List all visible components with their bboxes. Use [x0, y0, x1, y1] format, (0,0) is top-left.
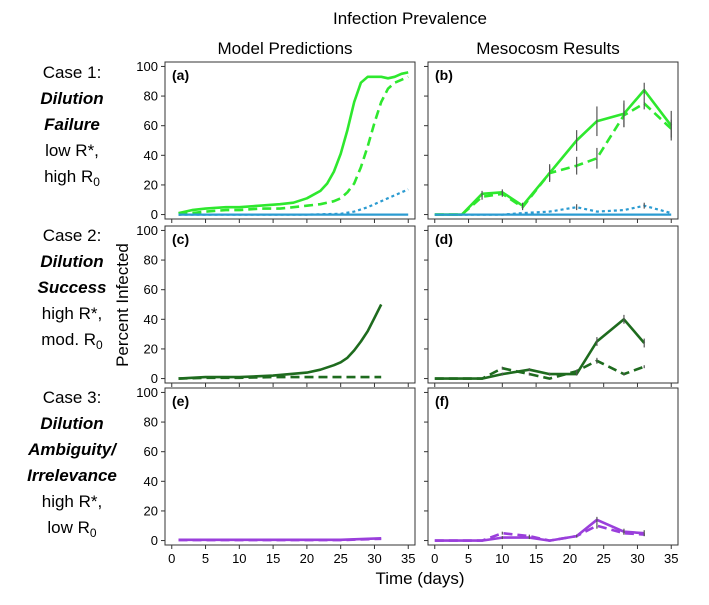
series-line [178, 75, 409, 216]
x-tick-label: 0 [168, 551, 175, 566]
case-r0-subscript: 0 [93, 175, 100, 189]
series-line [178, 303, 383, 380]
case-r-star: high R*, [42, 492, 102, 511]
series-line [434, 524, 645, 542]
case-1-label: Case 1: Dilution Failure low R*, high R0 [40, 63, 103, 189]
x-tick-label: 20 [563, 551, 577, 566]
y-tick-label: 0 [151, 371, 158, 386]
y-tick-label: 20 [144, 341, 158, 356]
y-axis-label: Percent Infected [113, 243, 132, 367]
panel-b: (b) [424, 61, 679, 223]
y-tick-label: 40 [144, 312, 158, 327]
column-title-mesocosm: Mesocosm Results [476, 39, 620, 58]
y-tick-label: 80 [144, 415, 158, 430]
case-r0-text: high R [44, 167, 93, 186]
case-r0-text: mod. R [41, 330, 96, 349]
y-tick-label: 80 [144, 89, 158, 104]
series-line [434, 204, 672, 216]
series-line [178, 537, 382, 542]
case-name-line: Dilution [40, 89, 103, 108]
case-title: Case 2: [43, 226, 102, 245]
series-line [178, 375, 382, 380]
case-r0: low R0 [47, 518, 97, 540]
x-tick-label: 15 [529, 551, 543, 566]
x-tick-label: 0 [431, 551, 438, 566]
x-tick-label: 5 [465, 551, 472, 566]
case-2-label: Case 2: Dilution Success high R*, mod. R0 [38, 226, 107, 352]
y-tick-label: 0 [151, 207, 158, 222]
y-tick-label: 20 [144, 503, 158, 518]
panel-label: (a) [172, 67, 189, 83]
x-tick-label: 10 [232, 551, 246, 566]
case-3-label: Case 3: Dilution Ambiguity/Irrelevance high… [27, 388, 118, 540]
y-tick-label: 80 [144, 253, 158, 268]
panel-label: (d) [435, 231, 453, 247]
panel-frame [427, 225, 679, 384]
panel-frame [164, 387, 416, 546]
case-title: Case 3: [43, 388, 102, 407]
case-name-line: Irrelevance [27, 466, 117, 485]
panel-frame [427, 387, 679, 546]
y-tick-label: 40 [144, 148, 158, 163]
case-name-line: Failure [44, 115, 100, 134]
x-tick-label: 25 [596, 551, 610, 566]
y-tick-label: 20 [144, 177, 158, 192]
panel-frame [427, 61, 679, 220]
y-tick-label: 60 [144, 282, 158, 297]
x-tick-label: 5 [202, 551, 209, 566]
x-tick-label: 30 [367, 551, 381, 566]
case-r0: mod. R0 [41, 330, 103, 352]
x-tick-label: 20 [300, 551, 314, 566]
figure-title: Infection Prevalence [333, 9, 487, 28]
panel-frame [164, 61, 416, 220]
panel-label: (e) [172, 393, 189, 409]
y-tick-label: 60 [144, 118, 158, 133]
column-title-model: Model Predictions [217, 39, 352, 58]
x-tick-label: 25 [333, 551, 347, 566]
y-tick-label: 100 [136, 223, 158, 238]
y-tick-label: 60 [144, 444, 158, 459]
case-r0-text: low R [47, 518, 90, 537]
case-r0: high R0 [44, 167, 100, 189]
panel-c: (c) 0 20 40 60 80 100 [136, 223, 416, 387]
panels: (a)020406080100(b)(c)020406080100(d)(e)0… [136, 59, 679, 566]
panel-d: (d) [424, 225, 679, 387]
series-line [178, 71, 409, 215]
case-name-line: Dilution [40, 252, 103, 271]
case-r0-subscript: 0 [90, 526, 97, 540]
case-name-line: Success [38, 278, 107, 297]
x-tick-label: 30 [630, 551, 644, 566]
case-r0-subscript: 0 [96, 338, 103, 352]
x-axis-label: Time (days) [375, 569, 464, 588]
panel-a: (a) 0 20 40 60 80 100 [136, 59, 416, 223]
x-tick-label: 35 [401, 551, 415, 566]
case-name-line: Dilution [40, 414, 103, 433]
y-tick-label: 40 [144, 474, 158, 489]
panel-label: (c) [172, 231, 189, 247]
y-tick-label: 100 [136, 59, 158, 74]
panel-f: (f) 0 5 10 15 20 25 30 35 [424, 387, 679, 566]
panel-frame [164, 225, 416, 384]
case-r-star: high R*, [42, 304, 102, 323]
y-tick-label: 100 [136, 385, 158, 400]
case-title: Case 1: [43, 63, 102, 82]
x-tick-label: 35 [664, 551, 678, 566]
panel-e: (e) 0 20 40 60 80 100 0 5 10 15 20 25 30 35 [136, 385, 416, 566]
panel-label: (f) [435, 393, 449, 409]
x-tick-label: 15 [266, 551, 280, 566]
series-line [434, 359, 645, 380]
case-r-star: low R*, [45, 141, 99, 160]
case-name-line: Ambiguity/ [27, 440, 118, 459]
panel-label: (b) [435, 67, 453, 83]
y-tick-label: 0 [151, 533, 158, 548]
x-tick-label: 10 [495, 551, 509, 566]
